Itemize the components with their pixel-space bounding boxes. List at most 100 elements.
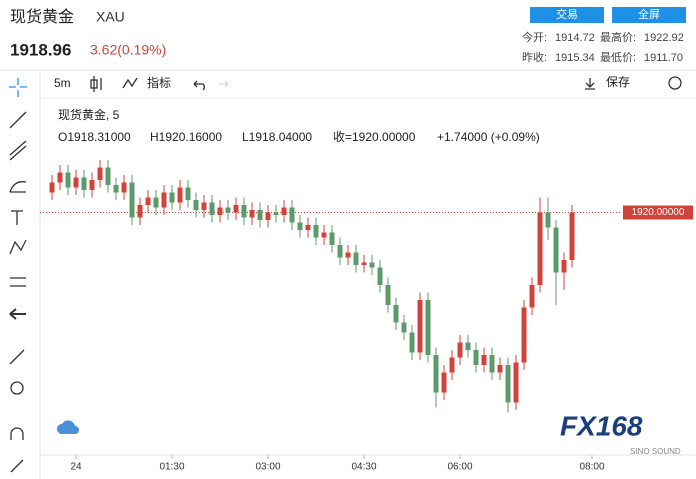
left-tools[interactable] bbox=[9, 78, 27, 473]
candle-body bbox=[569, 212, 575, 260]
watermark-sub: SINO SOUND bbox=[630, 447, 681, 456]
candle-body bbox=[369, 262, 375, 268]
candle-body bbox=[305, 225, 311, 230]
price-change: 3.62(0.19%) bbox=[90, 42, 166, 58]
candle-body bbox=[385, 285, 391, 305]
candle-body bbox=[513, 362, 519, 403]
candle-body bbox=[177, 187, 183, 203]
candle-body bbox=[265, 212, 271, 220]
candle-body bbox=[545, 212, 551, 228]
stat-label: 最低价: bbox=[600, 51, 636, 64]
x-tick-label: 08:00 bbox=[579, 462, 604, 473]
candle-body bbox=[409, 332, 415, 353]
last-price-label: 1920.00000 bbox=[632, 207, 685, 218]
candle-icon[interactable] bbox=[90, 76, 102, 92]
candle-body bbox=[297, 222, 303, 230]
stat-value: 1914.72 bbox=[555, 32, 595, 44]
x-tick-label: 03:00 bbox=[255, 462, 280, 473]
candle-body bbox=[201, 202, 207, 210]
candle-body bbox=[449, 357, 455, 373]
price: 1918.96 bbox=[10, 40, 71, 59]
candle-body bbox=[57, 172, 63, 183]
candle-body bbox=[425, 300, 431, 355]
save-icon[interactable] bbox=[585, 78, 595, 90]
stat-label: 最高价: bbox=[600, 30, 636, 44]
candle-body bbox=[401, 322, 407, 333]
candle-body bbox=[353, 252, 359, 265]
candle-body bbox=[153, 197, 159, 208]
candle-body bbox=[241, 205, 247, 218]
candle-body bbox=[81, 177, 87, 190]
candle-body bbox=[537, 212, 543, 285]
candle-body bbox=[49, 182, 55, 193]
stat-value: 1915.34 bbox=[555, 52, 595, 64]
candle-body bbox=[209, 202, 215, 215]
candle-body bbox=[113, 185, 119, 193]
indicators[interactable]: 指标 bbox=[147, 75, 171, 90]
save[interactable]: 保存 bbox=[606, 75, 630, 89]
legend-low: L1918.04000 bbox=[242, 130, 312, 144]
candle-body bbox=[457, 342, 463, 358]
candle-body bbox=[145, 197, 151, 205]
candle-body bbox=[521, 307, 527, 363]
candle-body bbox=[345, 252, 351, 258]
candle-body bbox=[65, 172, 71, 188]
candle-body bbox=[473, 350, 479, 365]
fullscreen-label[interactable]: 全屏 bbox=[638, 7, 660, 21]
undo[interactable] bbox=[193, 80, 205, 91]
candle-body bbox=[105, 167, 111, 185]
last-price-box bbox=[623, 205, 693, 220]
redo bbox=[219, 80, 229, 88]
candle-body bbox=[289, 207, 295, 223]
candle-body bbox=[169, 192, 175, 203]
legend-close: 收=1920.00000 bbox=[333, 130, 416, 144]
candle-body bbox=[553, 227, 559, 273]
candle-body bbox=[465, 342, 471, 350]
interval[interactable]: 5m bbox=[54, 76, 71, 90]
trade-button[interactable] bbox=[530, 7, 604, 23]
candle-body bbox=[129, 182, 135, 218]
indicator-icon[interactable] bbox=[122, 77, 138, 89]
stat-label: 今开: bbox=[522, 30, 547, 44]
candle-body bbox=[481, 355, 487, 365]
candle-body bbox=[97, 167, 103, 180]
candle-body bbox=[193, 200, 199, 210]
watermark-logo: FX168 bbox=[560, 410, 643, 441]
fullscreen-button[interactable] bbox=[612, 7, 686, 23]
candle-body bbox=[121, 182, 127, 193]
candle-body bbox=[337, 245, 343, 258]
legend-change: +1.74000 (+0.09%) bbox=[437, 130, 540, 144]
candle-body bbox=[137, 205, 143, 218]
candle-body bbox=[313, 225, 319, 238]
candle-body bbox=[489, 355, 495, 373]
candle-body bbox=[89, 180, 95, 190]
symbol: XAU bbox=[96, 9, 125, 25]
stat-value: 1922.92 bbox=[644, 32, 684, 44]
candle-body bbox=[441, 372, 447, 393]
candle-body bbox=[217, 207, 223, 215]
candle-body bbox=[249, 210, 255, 218]
cloud-icon[interactable] bbox=[57, 420, 79, 434]
candle-body bbox=[505, 365, 511, 403]
candle-body bbox=[225, 207, 231, 213]
x-tick-label: 01:30 bbox=[159, 462, 184, 473]
candle-body bbox=[281, 207, 287, 215]
candle-body bbox=[433, 355, 439, 393]
x-tick-label: 04:30 bbox=[351, 462, 376, 473]
stat-value: 1911.70 bbox=[644, 52, 683, 64]
candle-body bbox=[497, 365, 503, 373]
trade-label[interactable]: 交易 bbox=[556, 7, 578, 21]
settings[interactable] bbox=[668, 76, 682, 90]
candle-body bbox=[561, 260, 567, 273]
stat-label: 昨收: bbox=[522, 50, 547, 64]
candle-body bbox=[257, 210, 263, 220]
legend-high: H1920.16000 bbox=[150, 130, 222, 144]
x-tick-label: 24 bbox=[70, 462, 82, 473]
candle-body bbox=[529, 285, 535, 308]
x-tick-label: 06:00 bbox=[447, 462, 472, 473]
candle-body bbox=[185, 187, 191, 200]
candle-body bbox=[321, 232, 327, 238]
candle-body bbox=[161, 192, 167, 208]
